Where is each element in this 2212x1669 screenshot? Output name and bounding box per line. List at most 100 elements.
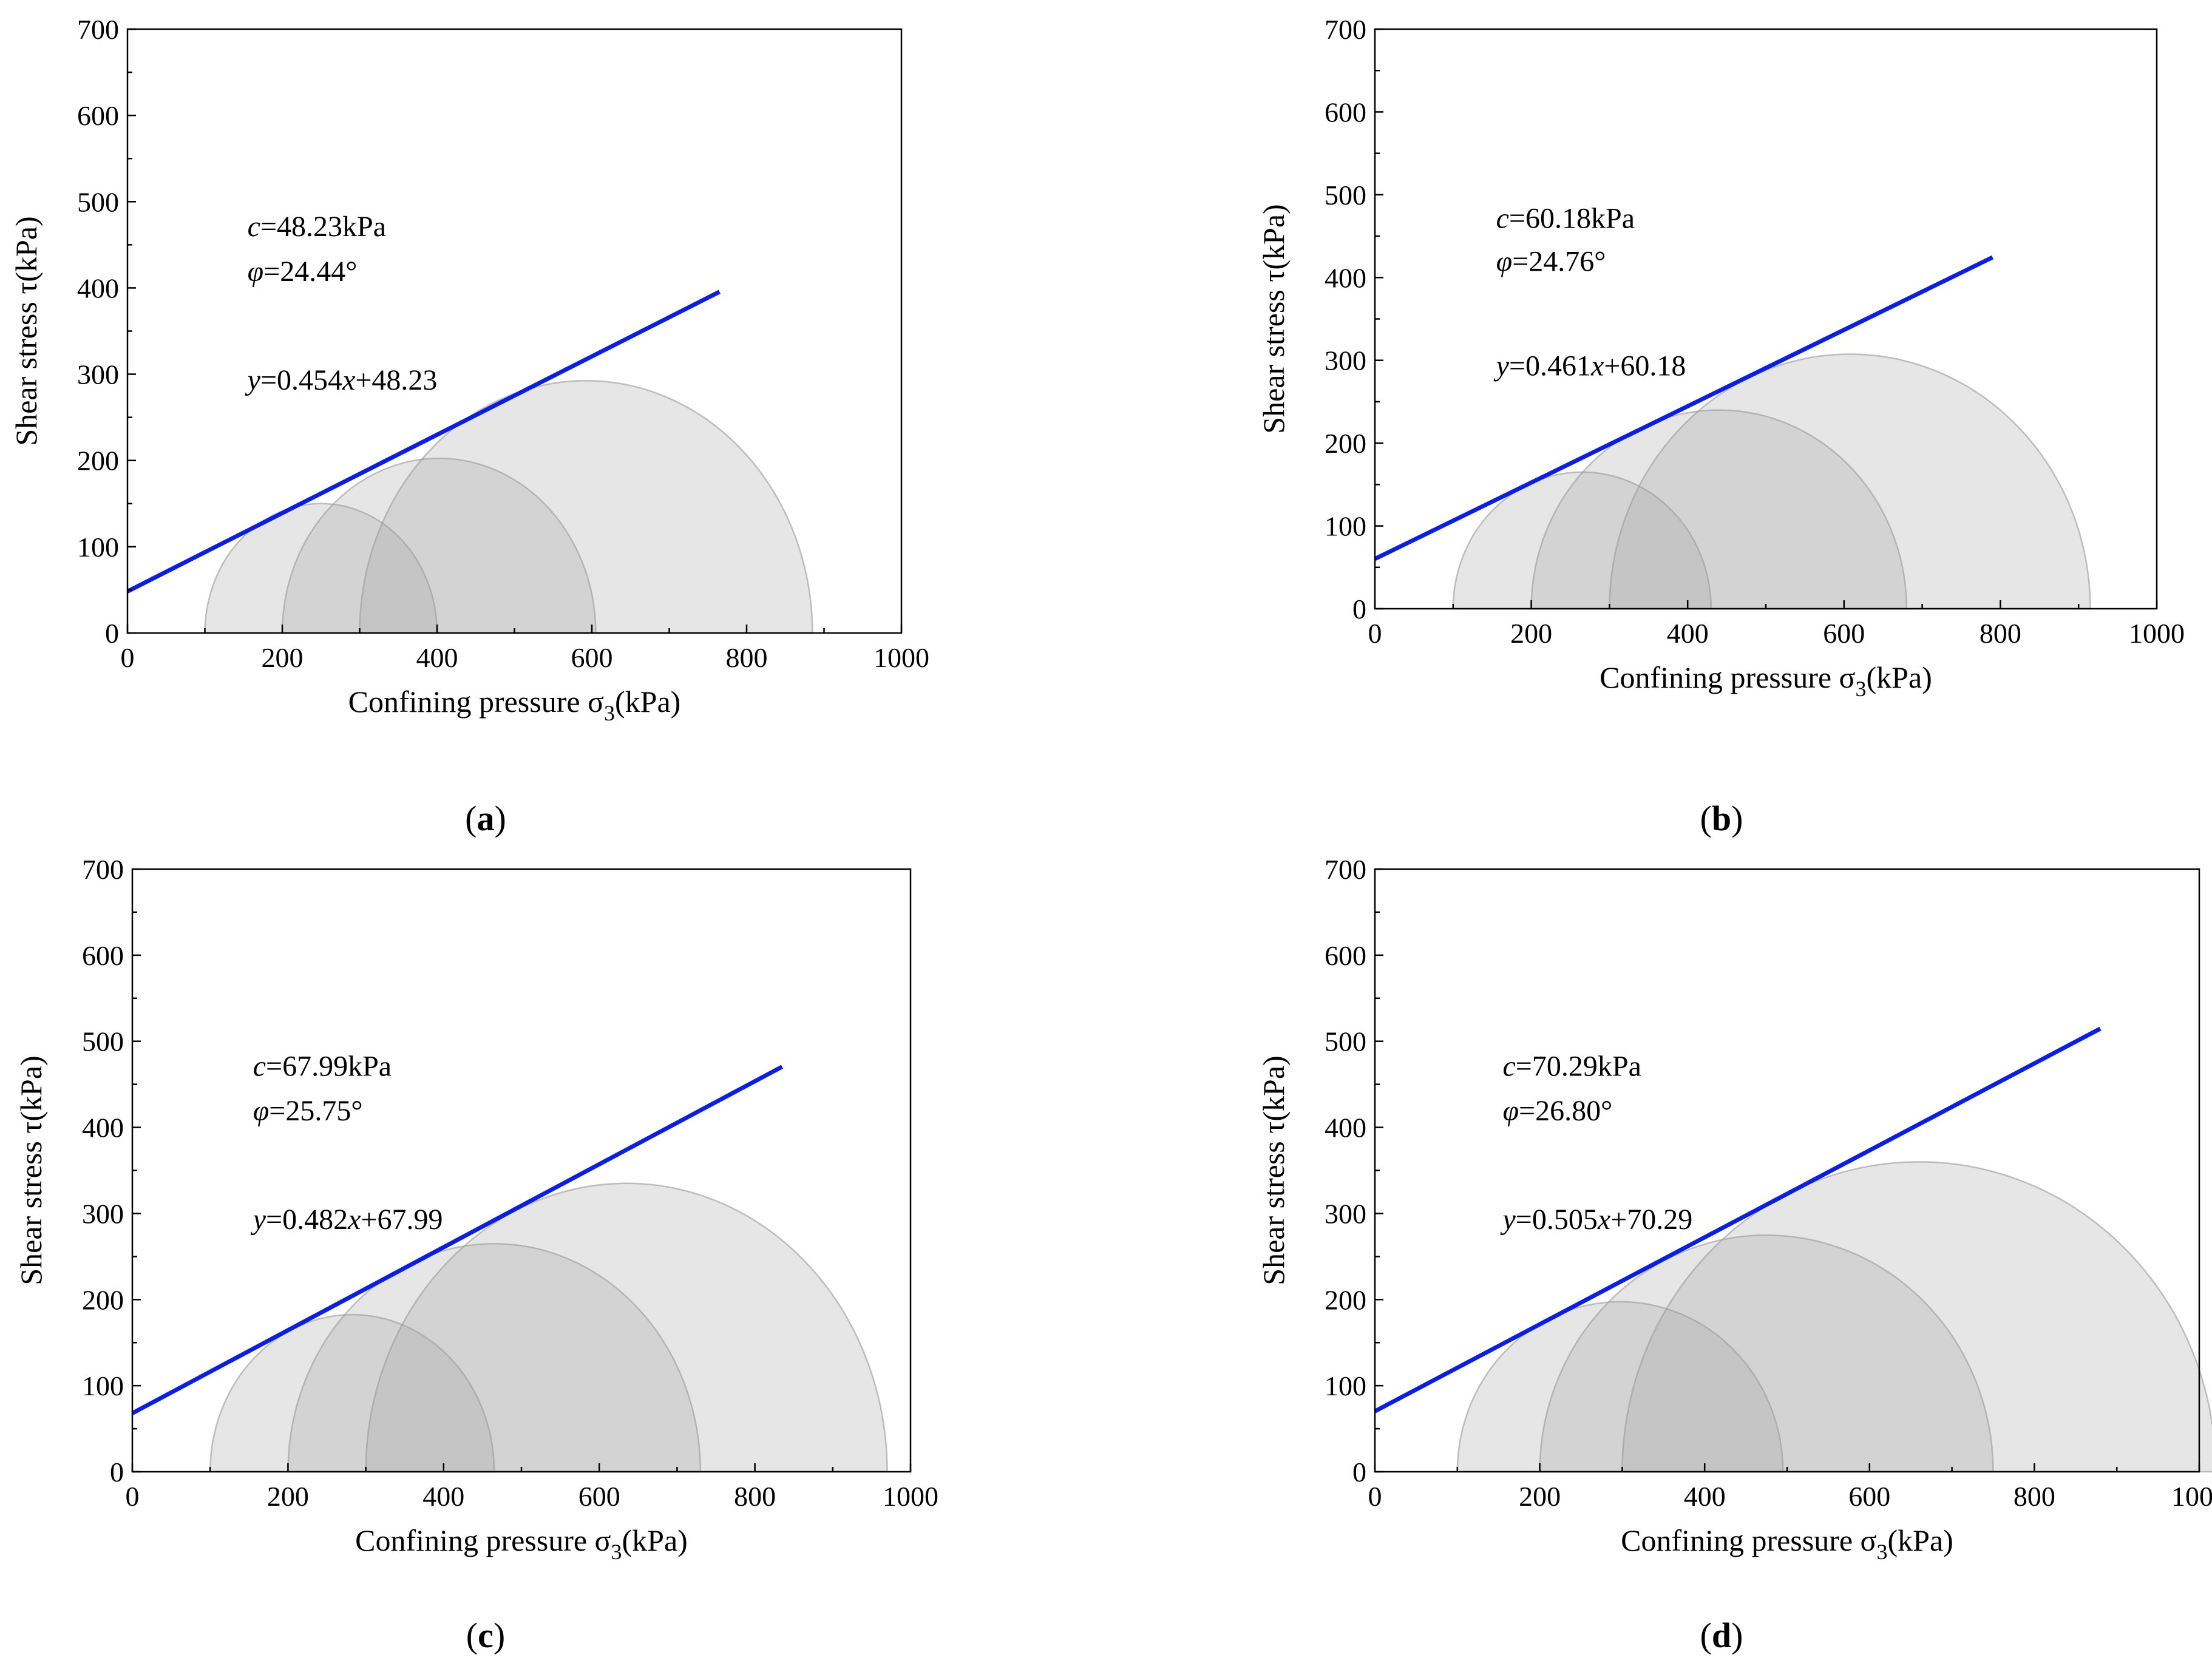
x-tick-label: 400 <box>1684 1481 1726 1512</box>
x-tick-label: 1000 <box>874 642 929 673</box>
failure-envelope-line <box>126 289 721 594</box>
x-tick-label: 600 <box>578 1481 620 1512</box>
y-tick-label: 500 <box>77 186 119 217</box>
friction-value: =25.75° <box>269 1095 362 1127</box>
x-tick-label: 200 <box>1510 618 1552 649</box>
y-tick-label: 100 <box>82 1370 124 1401</box>
fit-equation: y=0.461x+60.18 <box>1493 350 1686 382</box>
y-tick-label: 600 <box>1325 96 1366 127</box>
y-tick-label: 600 <box>82 940 124 971</box>
x-tick-label: 1000 <box>2171 1481 2212 1512</box>
panel-caption: (b) <box>1700 799 1743 838</box>
y-tick-label: 200 <box>1325 1284 1366 1315</box>
failure-envelope-line <box>131 1065 784 1415</box>
x-axis-title: Confining pressure σ3(kPa) <box>348 685 681 725</box>
friction-value: =24.44° <box>263 256 357 288</box>
y-tick-label: 0 <box>105 618 119 649</box>
mohr-circle-1 <box>1456 1301 1784 1473</box>
fit-equation: y=0.482x+67.99 <box>250 1204 443 1236</box>
mohr-circle-3 <box>1609 353 2091 610</box>
x-tick-label: 600 <box>571 642 613 673</box>
x-axis-title: Confining pressure σ3(kPa) <box>355 1523 688 1564</box>
y-tick-label: 600 <box>77 100 119 131</box>
equation-slope: =0.505 <box>1516 1204 1598 1236</box>
x-tick-label: 800 <box>2014 1481 2055 1512</box>
x-tick-label: 600 <box>1823 618 1865 649</box>
y-tick-label: 200 <box>1325 428 1366 459</box>
y-tick-label: 300 <box>82 1198 124 1229</box>
x-tick-label: 800 <box>726 642 768 673</box>
fit-equation: y=0.505x+70.29 <box>1499 1204 1692 1236</box>
x-tick-label: 200 <box>267 1481 309 1512</box>
y-tick-label: 500 <box>1325 1026 1366 1057</box>
x-tick-label: 800 <box>734 1481 776 1512</box>
panel-caption-letter: b <box>1712 799 1731 838</box>
y-tick-label: 400 <box>1325 1112 1366 1143</box>
panel-caption: (a) <box>465 799 506 838</box>
equation-y: y <box>250 1204 266 1236</box>
x-tick-label: 400 <box>416 642 458 673</box>
mohr-circle-1 <box>209 1313 495 1473</box>
cohesion-symbol: c <box>248 211 260 243</box>
y-tick-label: 400 <box>77 273 119 303</box>
y-tick-label: 400 <box>1325 262 1366 293</box>
y-tick-label: 0 <box>1352 1457 1366 1488</box>
friction-symbol: φ <box>253 1095 270 1127</box>
panel-caption-letter: c <box>478 1616 494 1655</box>
equation-x: x <box>1597 1204 1610 1236</box>
cohesion-annotation: c=60.18kPa <box>1496 202 1635 234</box>
y-tick-label: 700 <box>1325 14 1366 45</box>
equation-intercept: +70.29 <box>1610 1204 1692 1236</box>
friction-symbol: φ <box>1496 245 1513 277</box>
cohesion-symbol: c <box>253 1050 266 1082</box>
cohesion-annotation: c=70.29kPa <box>1502 1050 1641 1082</box>
y-axis-title: Shear stress τ(kPa) <box>9 216 43 445</box>
x-axis-title-unit: (kPa) <box>615 685 680 719</box>
cohesion-annotation: c=48.23kPa <box>248 211 386 243</box>
friction-annotation: φ=24.44° <box>248 256 358 288</box>
chart-panel-c: 0 200 400 600 800 1000 0 100 200 300 400 500 600 700 C… <box>14 854 938 1655</box>
mohr-circle-1 <box>204 503 438 634</box>
x-axis-title: Confining pressure σ3(kPa) <box>1621 1523 1953 1564</box>
panel-caption-close: ) <box>494 1616 505 1655</box>
x-tick-label: 400 <box>422 1481 464 1512</box>
equation-slope: =0.482 <box>266 1204 348 1236</box>
panel-caption-open: ( <box>1700 1616 1712 1655</box>
y-tick-label: 200 <box>77 445 119 476</box>
y-tick-label: 700 <box>77 14 119 45</box>
chart-panel-b: 0 200 400 600 800 1000 0 100 200 300 400 500 600 700 C… <box>1257 14 2185 838</box>
y-tick-label: 700 <box>1325 854 1366 885</box>
cohesion-value: =67.99kPa <box>266 1050 392 1082</box>
mohr-circle-3 <box>1621 1161 2212 1473</box>
x-axis-title-subscript: 3 <box>1877 1540 1888 1564</box>
x-axis-title-unit: (kPa) <box>622 1523 688 1557</box>
y-tick-label: 200 <box>82 1284 124 1315</box>
y-tick-label: 300 <box>1325 345 1366 376</box>
equation-slope: =0.454 <box>260 364 342 396</box>
y-axis-title: Shear stress τ(kPa) <box>1257 204 1291 433</box>
y-tick-label: 600 <box>1325 940 1366 971</box>
x-axis-title-main: Confining pressure σ <box>348 685 604 719</box>
x-axis-title-unit: (kPa) <box>1888 1523 1953 1557</box>
equation-y: y <box>245 364 261 396</box>
x-tick-label: 1000 <box>2129 618 2185 649</box>
mohr-circle-3 <box>359 380 813 634</box>
x-axis-title-subscript: 3 <box>604 701 615 725</box>
failure-envelope-line <box>1374 255 1994 561</box>
x-tick-label: 1000 <box>883 1481 938 1512</box>
x-tick-label: 400 <box>1667 618 1709 649</box>
x-tick-label: 200 <box>262 642 304 673</box>
chart-panel-a: 0 200 400 600 800 1000 0 100 200 300 400 500 600 700 C… <box>9 14 929 838</box>
panel-caption-letter: a <box>477 799 495 838</box>
y-tick-label: 500 <box>1325 180 1366 211</box>
equation-slope: =0.461 <box>1509 350 1591 382</box>
equation-intercept: +67.99 <box>361 1204 443 1236</box>
x-axis-title-subscript: 3 <box>1856 677 1867 701</box>
mohr-circle-2 <box>1539 1234 1994 1473</box>
friction-symbol: φ <box>1502 1095 1519 1127</box>
x-tick-label: 0 <box>1368 1481 1382 1512</box>
y-tick-label: 0 <box>110 1457 124 1488</box>
panel-caption: (c) <box>466 1616 505 1655</box>
y-axis-title: Shear stress τ(kPa) <box>1257 1055 1291 1285</box>
